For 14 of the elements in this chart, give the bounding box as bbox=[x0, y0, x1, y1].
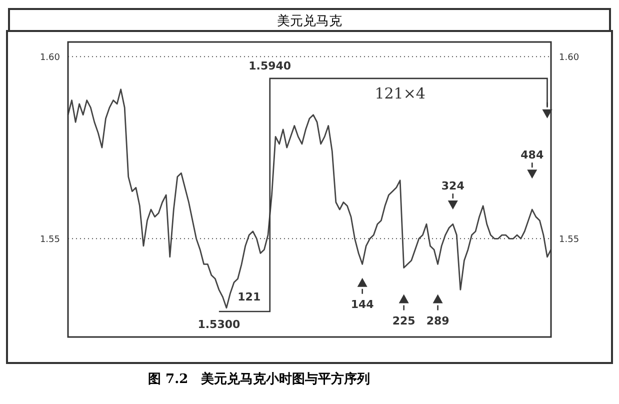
annotation: 1.5300 bbox=[198, 318, 241, 331]
caption: 图 7.2 美元兑马克小时图与平方序列 bbox=[147, 370, 372, 388]
annotation: 121 bbox=[238, 290, 261, 304]
annotation: 144 bbox=[350, 298, 374, 311]
annotation: 1.5940 bbox=[248, 59, 292, 72]
annotation: 484 bbox=[520, 148, 544, 162]
annotation: 324 bbox=[441, 180, 465, 192]
annotation: 225 bbox=[392, 314, 416, 328]
annotation: 289 bbox=[426, 314, 450, 328]
chart-title: 美元兑马克 bbox=[8, 8, 611, 32]
y2-tick-label: 1.60 bbox=[559, 52, 580, 63]
y2-tick-label: 1.55 bbox=[559, 234, 580, 245]
annotation: 121×4 bbox=[374, 84, 426, 102]
line-series bbox=[67, 88, 552, 309]
